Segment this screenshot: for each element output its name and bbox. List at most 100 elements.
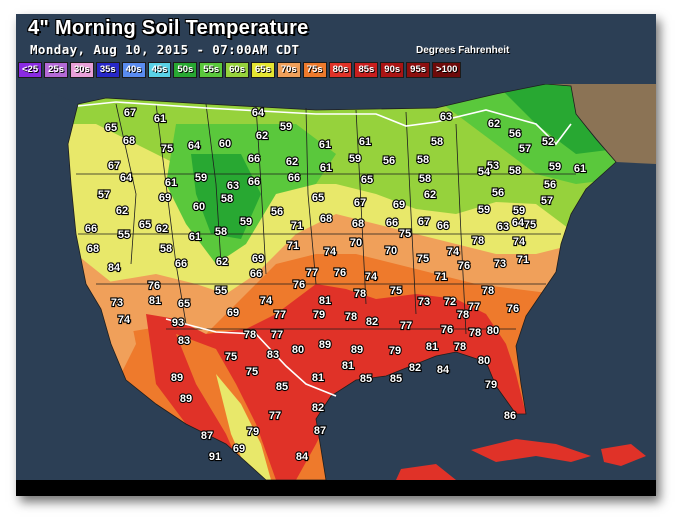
- station-temperature: 81: [149, 295, 161, 307]
- station-temperature: 61: [154, 113, 166, 125]
- station-temperature: 53: [487, 160, 499, 172]
- station-temperature: 66: [437, 220, 449, 232]
- station-temperature: 63: [227, 180, 239, 192]
- station-temperature: 62: [488, 118, 500, 130]
- legend-cell: 35s: [95, 62, 120, 78]
- color-legend: <25 25s 30s 35s 40s 45s 50s 55s 60s 65s 70s 75s 80s 8…: [18, 62, 462, 78]
- station-temperature: 75: [161, 143, 173, 155]
- station-temperature: 62: [156, 223, 168, 235]
- station-temperature: 67: [354, 197, 366, 209]
- station-temperature: 59: [513, 205, 525, 217]
- station-temperature: 68: [123, 135, 135, 147]
- station-temperature: 84: [296, 451, 309, 463]
- station-temperature: 86: [504, 410, 516, 422]
- station-temperature: 89: [319, 339, 331, 351]
- station-temperature: 57: [541, 195, 553, 207]
- station-temperature: 65: [312, 192, 324, 204]
- station-temperature: 58: [431, 136, 443, 148]
- station-temperature: 59: [195, 172, 207, 184]
- station-temperature: 74: [324, 246, 337, 258]
- legend-cell: >100: [432, 62, 462, 78]
- station-temperature: 70: [350, 237, 362, 249]
- map-title: 4" Morning Soil Temperature: [28, 17, 309, 39]
- station-temperature: 67: [124, 107, 136, 119]
- legend-cell: 40s: [121, 62, 146, 78]
- legend-cell: 75s: [302, 62, 327, 78]
- station-temperature: 82: [312, 402, 324, 414]
- station-temperature: 68: [320, 213, 332, 225]
- legend-cell: 45s: [147, 62, 172, 78]
- station-temperature: 55: [215, 285, 227, 297]
- station-temperature: 75: [399, 228, 411, 240]
- station-temperature: 67: [108, 160, 120, 172]
- station-temperature: 79: [313, 309, 325, 321]
- station-temperature: 68: [352, 218, 364, 230]
- station-temperature: 63: [440, 111, 452, 123]
- station-temperature: 66: [288, 172, 300, 184]
- station-temperature: 77: [271, 329, 283, 341]
- station-temperature: 61: [359, 136, 371, 148]
- station-temperature: 56: [492, 187, 504, 199]
- station-temperature: 77: [468, 301, 480, 313]
- legend-cell: 70s: [276, 62, 301, 78]
- station-temperature: 59: [549, 161, 561, 173]
- station-temperature: 81: [319, 295, 331, 307]
- station-temperature: 89: [171, 372, 183, 384]
- us-canada-border: [77, 101, 572, 146]
- station-temperature: 80: [487, 325, 499, 337]
- station-temperature: 72: [444, 296, 456, 308]
- station-temperature: 82: [409, 362, 421, 374]
- station-temperature: 75: [390, 285, 402, 297]
- station-temperature: 75: [524, 219, 536, 231]
- station-temperature: 78: [472, 235, 484, 247]
- station-temperature: 66: [250, 268, 262, 280]
- station-temperature: 79: [485, 379, 497, 391]
- station-temperature: 78: [469, 327, 481, 339]
- station-temperature: 91: [209, 451, 221, 463]
- station-temperature: 85: [276, 381, 288, 393]
- station-temperature: 56: [544, 179, 556, 191]
- station-temperature: 66: [248, 153, 260, 165]
- station-temperature: 58: [160, 243, 172, 255]
- station-temperature: 71: [517, 254, 529, 266]
- station-temperature: 62: [286, 156, 298, 168]
- station-temperature: 93: [172, 317, 184, 329]
- station-temperature: 56: [383, 155, 395, 167]
- station-temperature: 66: [248, 176, 260, 188]
- station-temperature: 74: [513, 236, 526, 248]
- station-temperature: 69: [233, 443, 245, 455]
- legend-cell: 55s: [199, 62, 224, 78]
- station-temperature: 78: [354, 288, 366, 300]
- station-temperature: 77: [274, 309, 286, 321]
- station-temperature: 82: [366, 316, 378, 328]
- station-temperature: 85: [390, 373, 402, 385]
- legend-cell: 60s: [225, 62, 249, 78]
- map-header: 4" Morning Soil Temperature Monday, Aug …: [16, 14, 656, 84]
- station-temperature: 76: [148, 280, 160, 292]
- station-temperature: 58: [419, 173, 431, 185]
- station-temperature: 69: [252, 253, 264, 265]
- station-temperature: 65: [105, 122, 117, 134]
- station-temperature: 55: [118, 229, 130, 241]
- station-temperature: 74: [365, 271, 378, 283]
- station-temperature: 63: [497, 221, 509, 233]
- station-temperature: 74: [260, 295, 273, 307]
- legend-cell: 25s: [44, 62, 68, 78]
- station-temperature: 84: [437, 364, 450, 376]
- hispaniola: [601, 444, 646, 466]
- station-temperature: 57: [519, 143, 531, 155]
- station-temperature: 61: [574, 163, 586, 175]
- station-temperature: 64: [120, 172, 133, 184]
- station-temperature: 78: [454, 341, 466, 353]
- station-temperature: 59: [240, 216, 252, 228]
- station-temperature: 89: [351, 344, 363, 356]
- station-temperature: 73: [418, 296, 430, 308]
- legend-cell: 50s: [173, 62, 198, 78]
- station-temperature: 79: [247, 426, 259, 438]
- station-temperature: 81: [342, 360, 354, 372]
- station-temperature: 71: [287, 240, 299, 252]
- station-temperature: 83: [267, 349, 279, 361]
- station-temperature: 83: [178, 335, 190, 347]
